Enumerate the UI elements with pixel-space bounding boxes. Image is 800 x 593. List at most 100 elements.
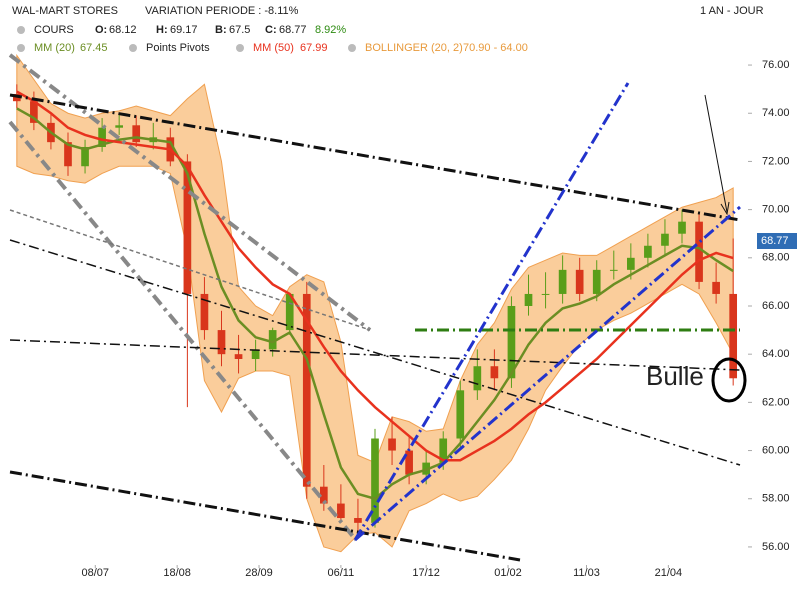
candle-body xyxy=(251,349,260,359)
candle-body xyxy=(268,330,277,350)
legend-label: BOLLINGER (20, 2) xyxy=(365,42,463,54)
candle-body xyxy=(507,305,516,379)
y-tick-label: 62.00 xyxy=(762,396,790,408)
candle-body xyxy=(337,503,345,519)
legend-value: 67.99 xyxy=(300,42,328,54)
trendline xyxy=(9,470,521,562)
candle-body xyxy=(627,257,635,270)
b-label: B: xyxy=(215,24,227,36)
x-tick-label: 01/02 xyxy=(494,567,522,579)
trendline xyxy=(8,53,372,332)
trendline xyxy=(353,82,630,541)
candle-body xyxy=(81,146,89,167)
variation: VARIATION PERIODE : -8.11% xyxy=(145,5,299,17)
gear-icon xyxy=(236,44,244,52)
title: WAL-MART STORES xyxy=(12,5,118,17)
candle-body xyxy=(712,281,720,294)
legend-label: MM (20) xyxy=(34,42,75,54)
arrow xyxy=(704,94,728,213)
y-tick-label: 66.00 xyxy=(762,300,790,312)
last-price-box xyxy=(757,233,797,249)
gear-icon xyxy=(17,26,25,34)
candle-body xyxy=(30,101,38,123)
last-price-label: 68.77 xyxy=(761,235,789,247)
candle-body xyxy=(729,293,738,379)
arrow-head xyxy=(720,201,730,216)
trendlines xyxy=(8,53,747,562)
y-tick-label: 74.00 xyxy=(762,107,790,119)
period: 1 AN - JOUR xyxy=(700,5,764,17)
trendline xyxy=(354,205,741,542)
candle-body xyxy=(388,438,396,451)
trendline xyxy=(9,239,741,466)
y-tick-label: 58.00 xyxy=(762,493,790,505)
candle-body xyxy=(609,269,618,271)
annotation: Bulle xyxy=(646,361,704,391)
candle-body xyxy=(183,161,192,294)
candle-body xyxy=(524,293,533,306)
y-tick-label: 56.00 xyxy=(762,541,790,553)
candle-body xyxy=(644,245,652,258)
cours: COURS xyxy=(34,24,74,36)
candle-body xyxy=(558,269,567,294)
candle-body xyxy=(473,366,482,391)
x-tick-label: 08/07 xyxy=(82,567,110,579)
moving-average xyxy=(16,107,734,501)
y-tick-label: 64.00 xyxy=(762,348,790,360)
x-tick-label: 17/12 xyxy=(412,567,440,579)
candle-body xyxy=(490,366,499,379)
candle-body xyxy=(678,221,686,234)
candle-body xyxy=(302,293,311,487)
y-tick-label: 76.00 xyxy=(762,59,790,71)
candle-body xyxy=(405,450,413,475)
candle-body xyxy=(371,438,379,523)
candle-body xyxy=(319,486,328,504)
y-tick-label: 72.00 xyxy=(762,155,790,167)
x-tick-label: 18/08 xyxy=(163,567,191,579)
y-tick-label: 60.00 xyxy=(762,444,790,456)
candle-body xyxy=(217,330,226,355)
x-tick-label: 11/03 xyxy=(573,567,600,579)
y-tick-label: 70.00 xyxy=(762,204,790,216)
candle-body xyxy=(456,390,465,439)
o-label: O: xyxy=(95,24,107,36)
trendline xyxy=(9,339,741,371)
legend-label: MM (50) xyxy=(253,42,294,54)
x-tick-label: 28/09 xyxy=(245,567,273,579)
candle-body xyxy=(200,293,209,331)
gear-icon xyxy=(17,44,25,52)
candle-body xyxy=(354,518,362,523)
candle-body xyxy=(64,142,72,167)
candle-body xyxy=(132,125,141,143)
c-label: C: xyxy=(265,24,277,36)
header: WAL-MART STORES VARIATION PERIODE : -8.1… xyxy=(12,5,764,54)
candle-body xyxy=(98,127,106,147)
candle-body xyxy=(575,269,584,294)
candle-body xyxy=(285,293,294,331)
candle-body xyxy=(115,125,123,128)
trendline xyxy=(9,209,371,331)
candle-body xyxy=(541,293,550,295)
candle-body xyxy=(439,438,448,463)
x-tick-label: 06/11 xyxy=(328,567,355,579)
ellipse xyxy=(711,357,747,403)
x-tick-label: 21/04 xyxy=(655,567,683,579)
candle-body xyxy=(234,354,243,359)
legend-value: 70.90 - 64.00 xyxy=(463,42,528,54)
trendline xyxy=(9,93,741,222)
candle-body xyxy=(592,269,601,294)
h-label: H: xyxy=(156,24,168,36)
open-value: 68.12 xyxy=(109,24,137,36)
trendline xyxy=(8,120,358,542)
low-value: 67.5 xyxy=(229,24,250,36)
moving-average xyxy=(16,90,734,462)
legend-value: 67.45 xyxy=(80,42,108,54)
y-tick-label: 68.00 xyxy=(762,252,790,264)
close-value: 68.77 xyxy=(279,24,307,36)
high-value: 69.17 xyxy=(170,24,198,36)
pivots: Points Pivots xyxy=(146,42,210,54)
gear-icon xyxy=(129,44,137,52)
candle-body xyxy=(695,221,703,282)
